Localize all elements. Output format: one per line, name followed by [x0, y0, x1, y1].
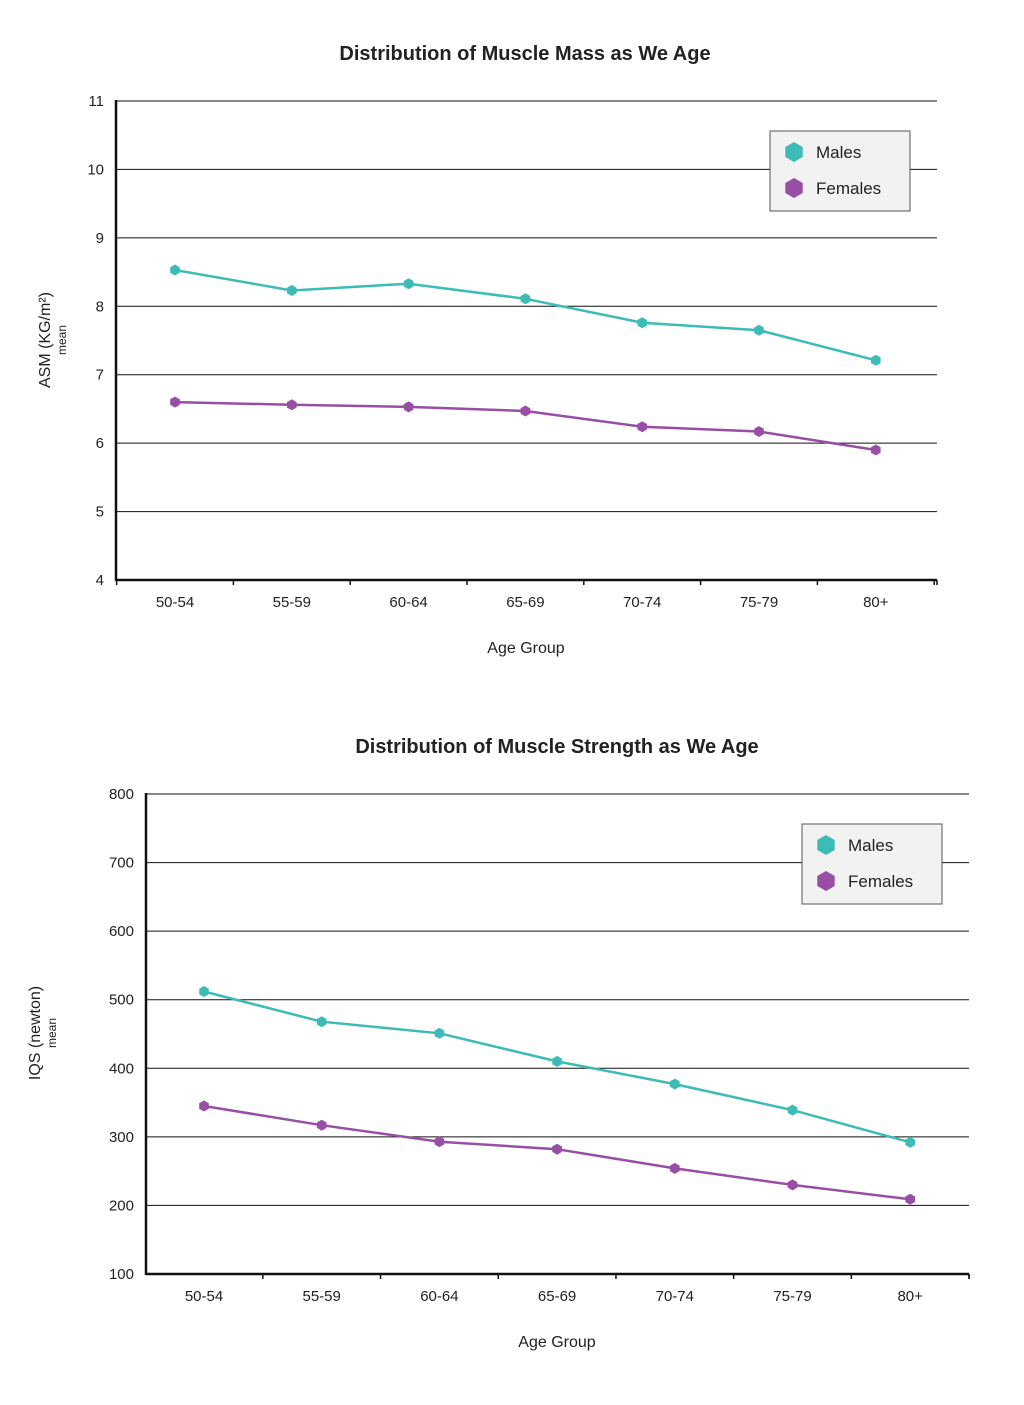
y-tick-label: 400: [109, 1060, 134, 1077]
legend: Males Females: [801, 823, 943, 905]
y-axis-title: IQS (newton): [27, 986, 44, 1080]
data-point-females: [552, 1143, 562, 1155]
data-point-females: [199, 1100, 209, 1112]
data-point-males: [287, 285, 297, 296]
series-line-males: [174, 268, 877, 362]
legend: Males Females: [769, 130, 911, 212]
y-tick-label: 8: [96, 298, 104, 315]
x-tick-label: 80+: [863, 594, 889, 611]
x-tick-label: 65-69: [506, 594, 544, 611]
y-tick-label: 600: [109, 923, 134, 940]
series-line-males: [203, 990, 911, 1144]
x-tick-label: 60-64: [389, 594, 427, 611]
x-axis-title: Age Group: [487, 640, 564, 657]
data-point-males: [434, 1027, 445, 1039]
legend-label-males: Males: [848, 836, 893, 855]
data-point-males: [637, 317, 647, 329]
legend-marker-males-icon: [817, 835, 835, 855]
data-point-females: [170, 396, 180, 408]
y-tick-label: 9: [96, 230, 104, 247]
data-point-females: [754, 426, 764, 437]
data-point-males: [316, 1016, 327, 1028]
data-point-males: [199, 986, 209, 997]
data-point-males: [170, 264, 180, 276]
legend-marker-females-icon: [785, 178, 803, 198]
data-point-males: [670, 1078, 680, 1090]
y-tick-label: 800: [109, 786, 134, 803]
chart-title: Distribution of Muscle Strength as We Ag…: [355, 736, 758, 758]
legend-label-females: Females: [816, 179, 881, 198]
data-point-males: [905, 1136, 915, 1148]
x-tick-label: 65-69: [538, 1288, 576, 1305]
data-point-females: [520, 405, 531, 417]
x-axis-title: Age Group: [518, 1334, 595, 1351]
plot-area: 4 5 6 7 8 9 10 11 50-54 55-59 60-64 65-69 70-74 75-79…: [87, 93, 938, 611]
data-point-females: [434, 1136, 445, 1148]
data-point-females: [403, 401, 414, 413]
muscle-mass-chart-svg: Distribution of Muscle Mass as We Age AS…: [37, 43, 938, 657]
data-point-females: [905, 1193, 915, 1205]
data-point-males: [552, 1055, 562, 1067]
y-axis-title-group: ASM (KG/m²) mean: [37, 292, 69, 388]
data-point-males: [520, 293, 531, 305]
data-point-males: [403, 278, 414, 290]
y-tick-label: 11: [88, 93, 104, 110]
x-tick-label: 55-59: [273, 594, 311, 611]
data-point-males: [754, 324, 764, 336]
data-point-males: [787, 1104, 798, 1116]
x-tick-label: 70-74: [656, 1288, 694, 1305]
muscle-mass-chart: Distribution of Muscle Mass as We Age AS…: [0, 0, 1024, 690]
y-tick-label: 100: [109, 1266, 134, 1283]
y-tick-label: 4: [96, 572, 104, 589]
y-tick-label: 700: [109, 855, 134, 872]
legend-label-females: Females: [848, 872, 913, 891]
y-axis-subtitle: mean: [45, 1018, 59, 1048]
x-tick-label: 75-79: [740, 594, 778, 611]
chart-title: Distribution of Muscle Mass as We Age: [339, 43, 710, 65]
x-tick-label: 50-54: [156, 594, 194, 611]
x-tick-label: 70-74: [623, 594, 661, 611]
y-tick-label: 6: [96, 435, 104, 452]
legend-marker-males-icon: [785, 142, 803, 162]
y-tick-label: 200: [109, 1197, 134, 1214]
y-tick-label: 500: [109, 992, 134, 1009]
y-tick-label: 300: [109, 1129, 134, 1146]
legend-label-males: Males: [816, 143, 861, 162]
x-tick-label: 55-59: [303, 1288, 341, 1305]
muscle-strength-chart-svg: Distribution of Muscle Strength as We Ag…: [27, 736, 970, 1351]
plot-area: 100 200 300 400 500 600 700 800 50-54 55-59 60-64 6…: [109, 786, 970, 1305]
muscle-strength-chart: Distribution of Muscle Strength as We Ag…: [0, 700, 1024, 1390]
data-point-females: [787, 1179, 798, 1191]
x-tick-label: 60-64: [420, 1288, 458, 1305]
y-tick-label: 7: [96, 367, 104, 384]
data-point-females: [316, 1119, 327, 1131]
data-point-females: [637, 421, 647, 433]
y-axis-title: ASM (KG/m²): [37, 292, 54, 388]
data-point-females: [287, 399, 297, 411]
x-tick-label: 50-54: [185, 1288, 223, 1305]
data-point-females: [871, 444, 881, 456]
y-tick-label: 5: [96, 504, 104, 521]
x-tick-label: 75-79: [773, 1288, 811, 1305]
y-axis-title-group: IQS (newton) mean: [27, 986, 59, 1080]
legend-marker-females-icon: [817, 871, 835, 891]
data-point-females: [670, 1162, 680, 1174]
y-axis-subtitle: mean: [55, 325, 69, 355]
data-point-males: [871, 354, 881, 366]
y-tick-label: 10: [87, 161, 104, 178]
x-tick-label: 80+: [897, 1288, 923, 1305]
